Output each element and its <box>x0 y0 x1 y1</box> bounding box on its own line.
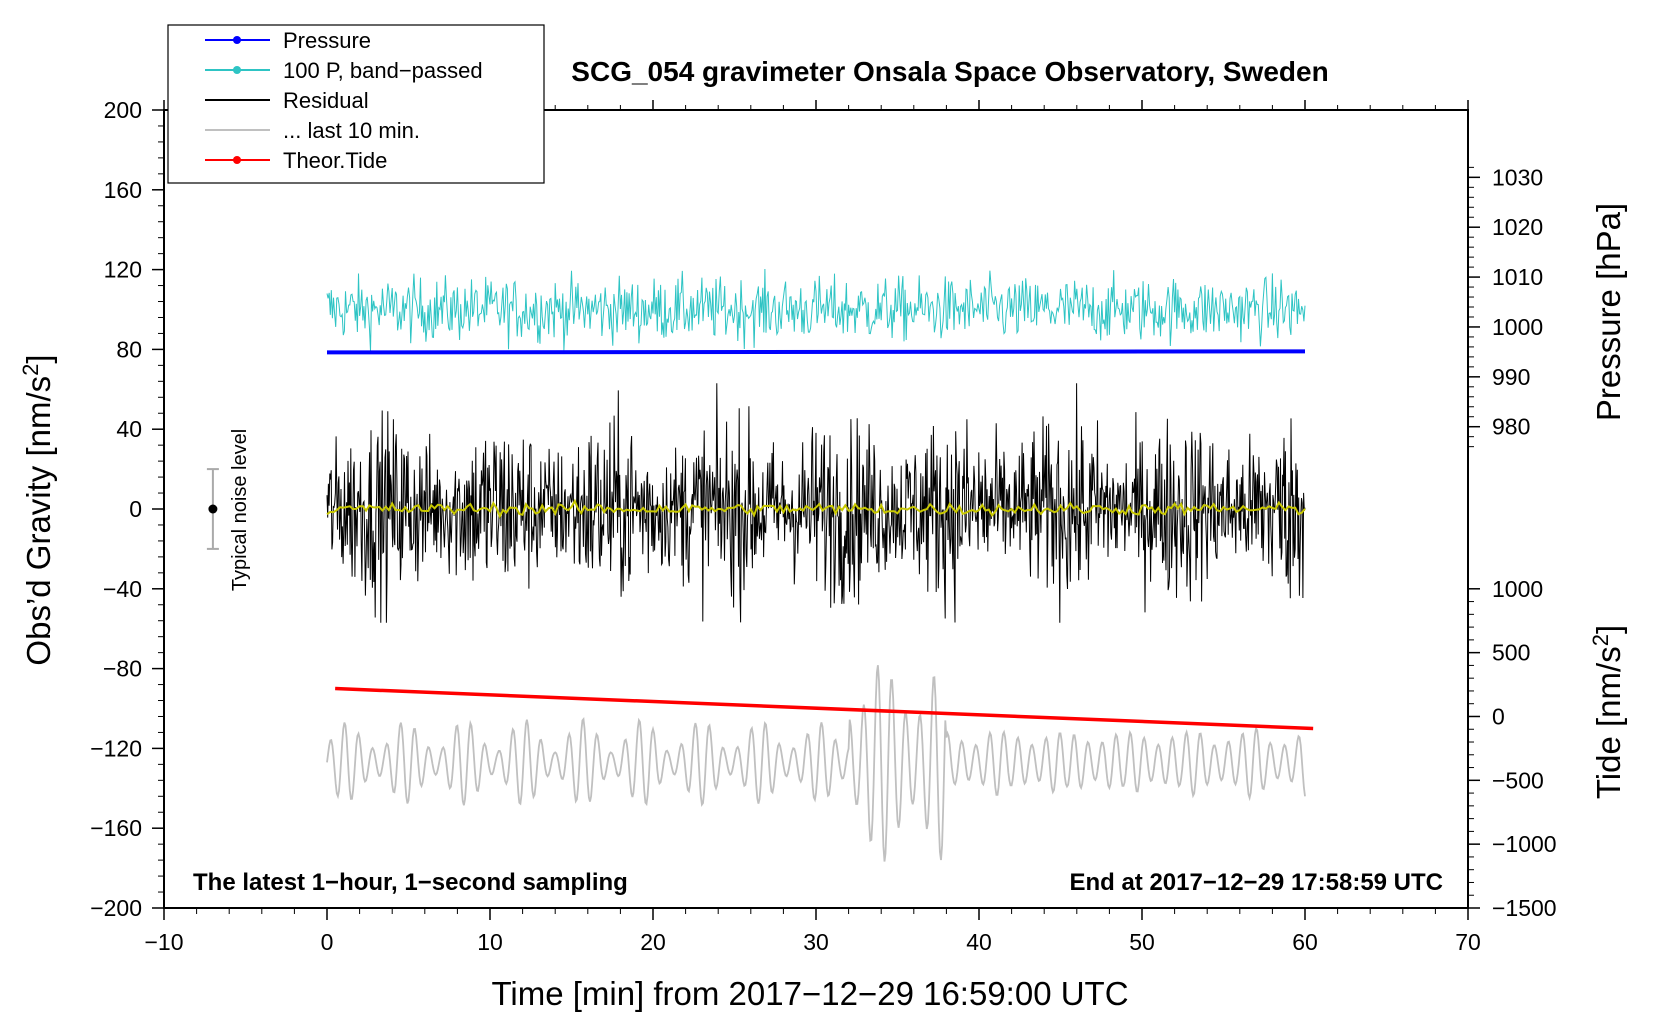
annotation-sampling: The latest 1−hour, 1−second sampling <box>193 869 628 896</box>
tide-tick-label: −500 <box>1492 767 1544 793</box>
legend-label: Pressure <box>283 28 371 53</box>
tide-tick-label: 0 <box>1492 703 1505 729</box>
y-tick-label: 0 <box>129 496 142 522</box>
y-tick-label: 120 <box>104 257 142 283</box>
series-band-passed-pressure <box>326 268 1306 351</box>
y-tick-label: 160 <box>104 177 142 203</box>
series-layer <box>326 268 1314 862</box>
y-tick-label: 80 <box>116 336 142 362</box>
legend-box <box>167 24 545 184</box>
tide-tick-label: −1500 <box>1492 895 1557 921</box>
pressure-tick-label: 980 <box>1492 414 1530 440</box>
y-tick-label: −160 <box>90 815 142 841</box>
x-tick-label: 20 <box>640 929 666 955</box>
series-residual <box>326 383 1306 623</box>
axes-layer: −10 0 10 20 30 40 50 60 70−200−160−120−80−400408… <box>90 97 1556 955</box>
tide-tick-label: −1000 <box>1492 831 1557 857</box>
series-last-10-min <box>326 665 1306 862</box>
series-residual-smoothed <box>326 498 1306 519</box>
y-axis-label-pressure: Pressure [hPa] <box>1590 203 1627 421</box>
noise-level-indicator <box>206 468 219 550</box>
x-tick-label: −10 <box>144 929 183 955</box>
legend-label: ... last 10 min. <box>283 118 420 143</box>
x-tick-label: 70 <box>1455 929 1481 955</box>
legend-marker <box>233 156 241 164</box>
pressure-tick-label: 990 <box>1492 364 1530 390</box>
x-tick-label: 30 <box>803 929 829 955</box>
y-axis-label-left: Obs’d Gravity [nm/s2] <box>18 354 57 665</box>
x-tick-label: 0 <box>321 929 334 955</box>
y-axis-label-tide: Tide [nm/s2] <box>1588 625 1627 799</box>
legend-label: Residual <box>283 88 369 113</box>
pressure-tick-label: 1000 <box>1492 314 1543 340</box>
y-tick-label: −120 <box>90 735 142 761</box>
series-theor-tide <box>335 686 1314 731</box>
y-tick-label: −80 <box>103 656 142 682</box>
noise-level-label: Typical noise level <box>229 429 251 591</box>
legend-label: 100 P, band−passed <box>283 58 483 83</box>
pressure-tick-label: 1010 <box>1492 264 1543 290</box>
legend-label: Theor.Tide <box>283 148 387 173</box>
annotation-end-time: End at 2017−12−29 17:58:59 UTC <box>1069 869 1443 896</box>
noise-bar-dot <box>208 504 218 514</box>
x-tick-label: 10 <box>477 929 503 955</box>
y-tick-label: −40 <box>103 576 142 602</box>
x-axis-label: Time [min] from 2017−12−29 16:59:00 UTC <box>491 975 1128 1012</box>
x-tick-label: 50 <box>1129 929 1155 955</box>
y-tick-label: 200 <box>104 97 142 123</box>
legend-marker <box>233 66 241 74</box>
tide-tick-label: 500 <box>1492 640 1530 666</box>
pressure-tick-label: 1020 <box>1492 214 1543 240</box>
x-tick-label: 40 <box>966 929 992 955</box>
y-tick-label: −200 <box>90 895 142 921</box>
pressure-tick-label: 1030 <box>1492 164 1543 190</box>
legend-marker <box>233 36 241 44</box>
chart-title: SCG_054 gravimeter Onsala Space Observat… <box>571 56 1328 87</box>
x-tick-label: 60 <box>1292 929 1318 955</box>
y-tick-label: 40 <box>116 416 142 442</box>
tide-tick-label: 1000 <box>1492 576 1543 602</box>
series-pressure <box>326 349 1306 355</box>
legend: Pressure 100 P, band−passed Residual ... la… <box>167 24 545 184</box>
